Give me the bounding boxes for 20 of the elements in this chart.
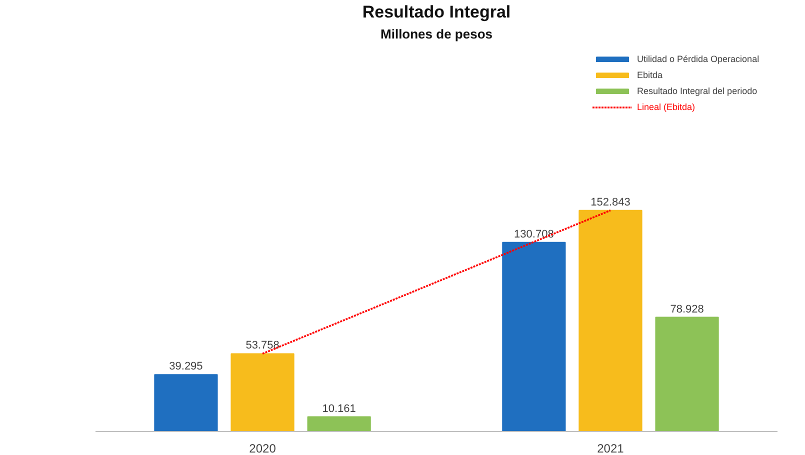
- chart-title: Resultado Integral: [362, 2, 511, 22]
- bar: [307, 416, 371, 432]
- data-label: 39.295: [169, 360, 203, 373]
- data-label: 78.928: [670, 303, 704, 316]
- bar: [655, 316, 719, 432]
- x-tick-label: 2021: [597, 442, 624, 455]
- legend-label: Ebitda: [637, 70, 663, 80]
- chart-subtitle: Millones de pesos: [380, 26, 492, 42]
- data-label: 152.843: [590, 196, 630, 208]
- bar: [578, 210, 642, 432]
- bar: [230, 353, 294, 432]
- x-tick-label: 2020: [249, 442, 276, 455]
- data-label: 53.758: [246, 340, 280, 352]
- data-label: 130.708: [514, 228, 554, 240]
- data-label: 10.161: [322, 402, 356, 415]
- bar: [502, 242, 566, 432]
- legend-label: Resultado Integral del periodo: [637, 86, 758, 96]
- bar: [154, 374, 218, 432]
- legend-label: Lineal (Ebitda): [637, 102, 696, 112]
- legend-label: Utilidad o Pérdida Operacional: [637, 54, 760, 64]
